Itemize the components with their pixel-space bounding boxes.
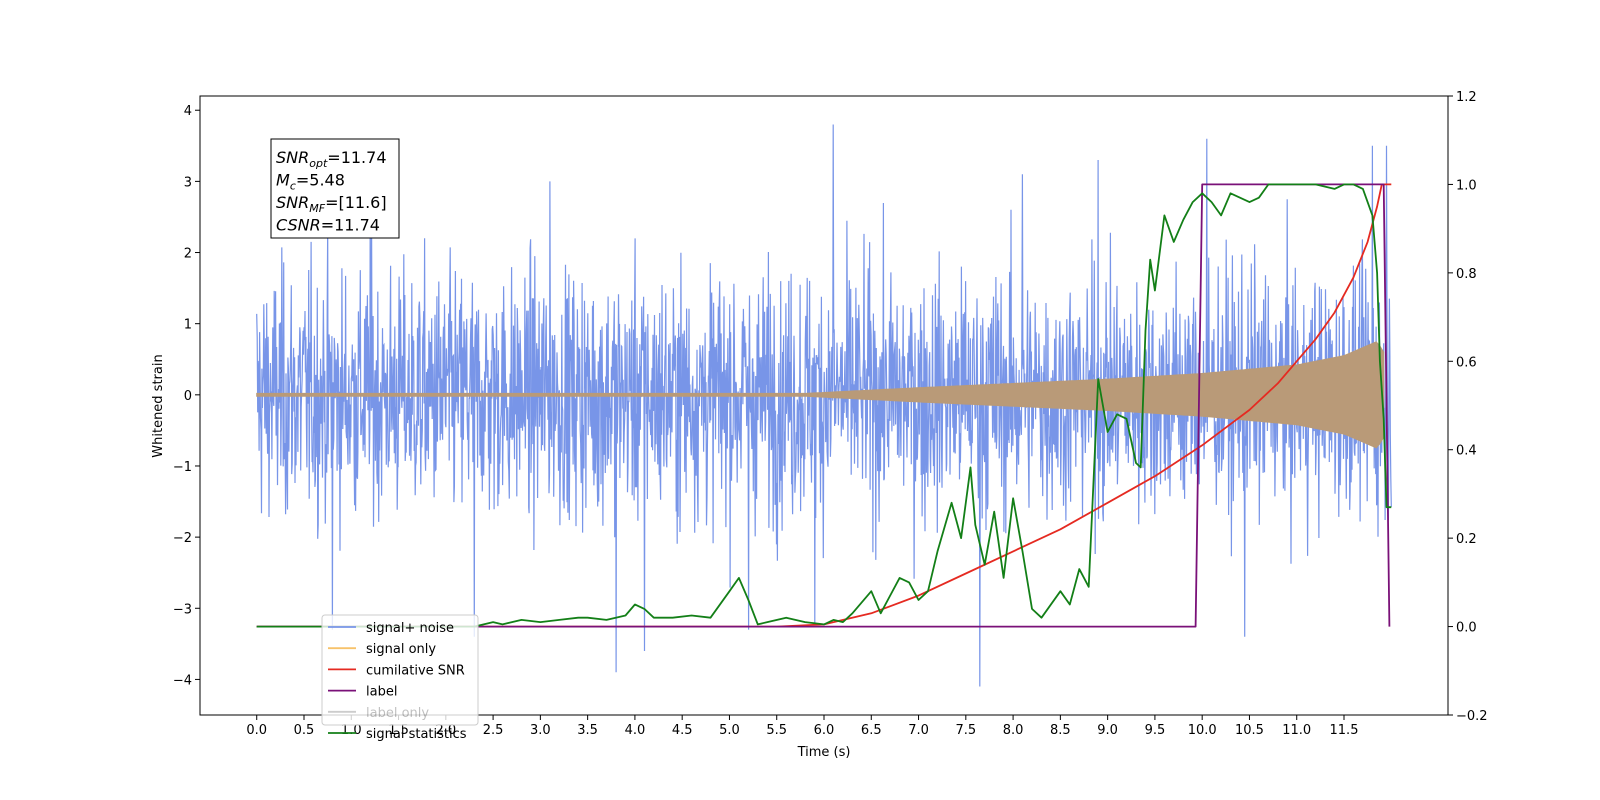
x-tick-label: 4.0: [625, 723, 646, 738]
y-axis-right: −0.2 0.0 0.2 0.4 0.6 0.8 1.0 1.2: [1448, 90, 1488, 724]
x-tick-label: 4.5: [672, 723, 693, 738]
x-tick-label: 8.0: [1003, 723, 1024, 738]
y2-tick-label: 0.6: [1456, 355, 1477, 370]
x-tick-label: 7.5: [955, 723, 976, 738]
x-axis: 0.0 0.5 1.0 1.5 2.0 2.5 3.0 3.5 4.0 4.5 5.0 5.5 6.0 6…: [246, 715, 1358, 738]
y-tick-label: 3: [184, 175, 192, 190]
legend-entry-label: label only: [366, 706, 429, 721]
legend-entry-label: label: [366, 685, 397, 700]
x-tick-label: 11.0: [1282, 723, 1311, 738]
y-tick-label: −4: [173, 673, 192, 688]
x-tick-label: 3.5: [577, 723, 598, 738]
legend-entry-label: signal only: [366, 642, 436, 657]
y-tick-label: −1: [173, 460, 192, 475]
x-tick-label: 9.5: [1145, 723, 1166, 738]
x-tick-label: 8.5: [1050, 723, 1071, 738]
series-layer: [256, 124, 1392, 687]
y-tick-label: 4: [184, 104, 192, 119]
y2-tick-label: 0.8: [1456, 267, 1477, 282]
legend: signal+ noise signal only cumilative SNR la…: [321, 614, 479, 742]
x-tick-label: 9.0: [1097, 723, 1118, 738]
x-tick-label: 1.0: [341, 723, 362, 738]
y2-tick-label: 0.0: [1456, 621, 1477, 636]
series-signal-statistics: [256, 183, 1392, 628]
y-axis-label: Whitened strain: [151, 354, 166, 457]
y2-tick-label: −0.2: [1456, 709, 1488, 724]
y2-tick-label: 0.4: [1456, 444, 1477, 459]
y-tick-label: −3: [173, 602, 192, 617]
x-tick-label: 2.5: [483, 723, 504, 738]
annotation-line: SNRopt=11.74: [276, 148, 387, 170]
y2-tick-label: 1.0: [1456, 178, 1477, 193]
y-tick-label: 2: [184, 247, 192, 262]
annotation-line: CSNR=11.74: [276, 216, 380, 235]
x-tick-label: 5.0: [719, 723, 740, 738]
y-tick-label: 1: [184, 318, 192, 333]
x-tick-label: 7.0: [908, 723, 929, 738]
x-tick-label: 3.0: [530, 723, 551, 738]
y-axis-left: −4 −3 −2 −1 0 1 2 3 4: [173, 104, 200, 688]
legend-frame: [321, 614, 479, 726]
x-tick-label: 0.5: [294, 723, 315, 738]
x-tick-label: 6.5: [861, 723, 882, 738]
y-tick-label: 0: [184, 389, 192, 404]
annotation-frame: [270, 138, 400, 239]
legend-entry-label: cumilative SNR: [366, 663, 465, 678]
legend-entry-label: signal statistics: [366, 727, 467, 742]
y-tick-label: −2: [173, 531, 192, 546]
x-tick-label: 6.0: [814, 723, 835, 738]
snr-annotation-box: SNRopt=11.74Mc=5.48SNRMF=[11.6]CSNR=11.7…: [270, 138, 400, 239]
x-tick-label: 10.5: [1235, 723, 1264, 738]
x-axis-label: Time (s): [797, 745, 851, 760]
legend-entry-label: signal+ noise: [366, 621, 454, 636]
x-tick-label: 5.5: [766, 723, 787, 738]
x-tick-label: 0.0: [246, 723, 267, 738]
x-tick-label: 10.0: [1188, 723, 1217, 738]
x-tick-label: 1.5: [388, 723, 409, 738]
y2-tick-label: 0.2: [1456, 532, 1477, 547]
x-tick-label: 11.5: [1330, 723, 1359, 738]
annotation-line: Mc=5.48: [276, 171, 345, 193]
y2-tick-label: 1.2: [1456, 90, 1477, 105]
x-tick-label: 2.0: [435, 723, 456, 738]
annotation-line: SNRMF=[11.6]: [276, 193, 387, 215]
